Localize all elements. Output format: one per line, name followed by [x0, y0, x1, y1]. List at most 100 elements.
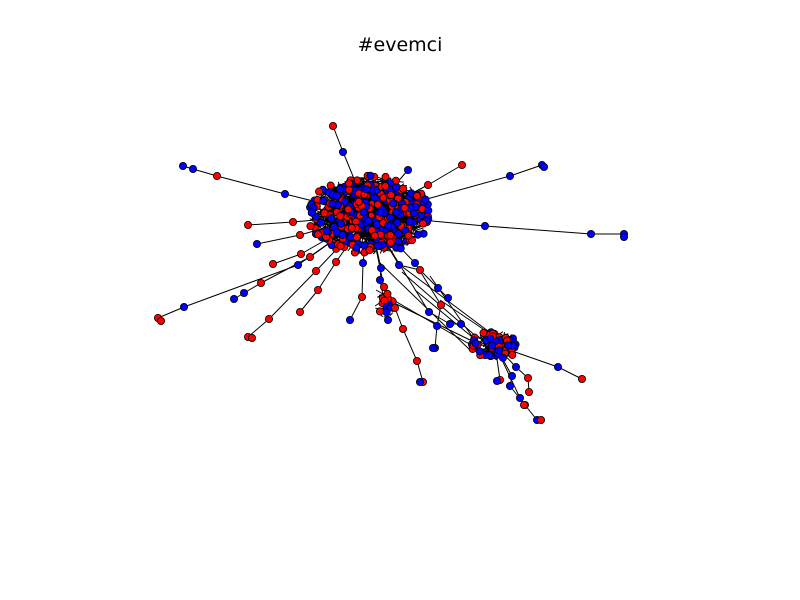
blue-node	[554, 362, 563, 371]
red-node	[419, 219, 428, 228]
blue-node	[432, 321, 441, 330]
blue-node	[307, 208, 316, 217]
graph-edge	[183, 264, 299, 308]
red-node	[296, 249, 305, 258]
red-node	[415, 265, 424, 274]
red-node	[423, 180, 432, 189]
blue-node	[512, 362, 521, 371]
graph-edge	[389, 248, 430, 313]
blue-node	[362, 185, 371, 194]
blue-node	[319, 196, 328, 205]
graph-edge	[268, 270, 317, 320]
red-node	[413, 191, 422, 200]
blue-node	[352, 243, 361, 252]
node-layer	[153, 122, 629, 424]
red-node	[344, 205, 353, 214]
blue-node	[415, 377, 424, 386]
blue-node	[475, 347, 484, 356]
graph-edge	[418, 175, 511, 202]
blue-node	[392, 208, 401, 217]
red-node	[400, 203, 409, 212]
red-node	[386, 238, 395, 247]
blue-node	[293, 260, 302, 269]
blue-node	[487, 341, 496, 350]
red-node	[311, 266, 320, 275]
red-node	[295, 230, 304, 239]
blue-node	[504, 341, 513, 350]
blue-node	[386, 213, 395, 222]
graph-edge	[216, 175, 286, 195]
graph-edge	[557, 366, 583, 380]
red-node	[365, 246, 374, 255]
blue-node	[540, 162, 549, 171]
blue-node	[332, 191, 341, 200]
red-node	[352, 233, 361, 242]
blue-node	[433, 283, 442, 292]
red-node	[373, 200, 382, 209]
graph-edge	[192, 168, 218, 177]
blue-node	[358, 258, 367, 267]
blue-node	[345, 315, 354, 324]
red-node	[314, 230, 323, 239]
red-node	[457, 160, 466, 169]
red-node	[268, 259, 277, 268]
blue-node	[391, 183, 400, 192]
blue-node	[338, 147, 347, 156]
graph-edge	[272, 253, 302, 265]
red-node	[379, 282, 388, 291]
red-node	[336, 212, 345, 221]
blue-node	[394, 229, 403, 238]
red-node	[436, 300, 445, 309]
red-node	[336, 242, 345, 251]
red-node	[524, 373, 533, 382]
red-node	[578, 374, 587, 383]
red-node	[479, 328, 488, 337]
blue-node	[366, 171, 375, 180]
blue-node	[498, 353, 507, 362]
blue-node	[327, 214, 336, 223]
blue-node	[620, 232, 629, 241]
red-node	[313, 285, 322, 294]
blue-node	[382, 308, 391, 317]
blue-node	[394, 260, 403, 269]
blue-node	[471, 339, 480, 348]
red-node	[345, 179, 354, 188]
red-node	[305, 252, 314, 261]
blue-node	[337, 219, 346, 228]
blue-node	[376, 263, 385, 272]
graph-edge	[387, 299, 471, 341]
red-node	[383, 289, 392, 298]
red-node	[347, 223, 356, 232]
blue-node	[384, 221, 393, 230]
red-node	[520, 400, 529, 409]
blue-node	[383, 315, 392, 324]
blue-node	[495, 346, 504, 355]
graph-edge	[247, 221, 294, 226]
graph-edge	[361, 262, 364, 298]
blue-node	[505, 171, 514, 180]
blue-node	[239, 288, 248, 297]
blue-node	[317, 218, 326, 227]
blue-node	[424, 206, 433, 215]
red-node	[315, 187, 324, 196]
graph-edge	[419, 269, 439, 289]
blue-node	[338, 230, 347, 239]
graph-edge	[256, 234, 301, 245]
graph-edge	[414, 289, 483, 346]
blue-node	[336, 185, 345, 194]
blue-node	[486, 334, 495, 343]
red-node	[508, 350, 517, 359]
blue-node	[505, 381, 514, 390]
blue-node	[480, 221, 489, 230]
red-node	[256, 278, 265, 287]
red-node	[404, 231, 413, 240]
blue-node	[328, 199, 337, 208]
graph-edge	[317, 261, 337, 291]
red-node	[375, 307, 384, 316]
red-node	[386, 231, 395, 240]
blue-node	[375, 275, 384, 284]
blue-node	[403, 165, 412, 174]
red-node	[156, 316, 165, 325]
red-node	[387, 191, 396, 200]
blue-node	[587, 229, 596, 238]
